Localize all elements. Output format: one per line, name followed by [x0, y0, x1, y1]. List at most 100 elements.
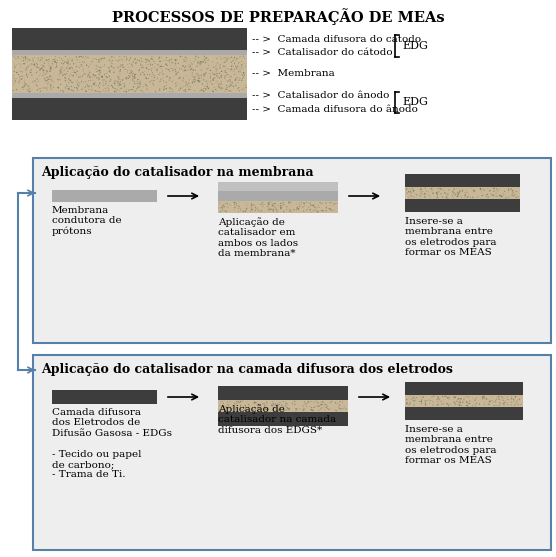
- Point: [189, 72, 198, 81]
- Point: [73, 76, 82, 85]
- Point: [120, 79, 128, 88]
- Point: [236, 204, 245, 213]
- Point: [204, 61, 213, 70]
- Point: [261, 405, 270, 414]
- Point: [134, 82, 143, 91]
- Point: [440, 188, 449, 197]
- Point: [507, 392, 516, 401]
- Point: [256, 200, 265, 209]
- Point: [203, 77, 212, 86]
- Point: [72, 55, 81, 64]
- Point: [220, 202, 229, 211]
- Point: [196, 59, 205, 68]
- Point: [292, 206, 301, 214]
- Point: [215, 405, 224, 414]
- Point: [175, 74, 183, 83]
- Point: [500, 400, 509, 409]
- Point: [230, 70, 239, 79]
- Point: [66, 69, 75, 78]
- Point: [33, 61, 42, 70]
- Point: [195, 87, 204, 96]
- Point: [196, 57, 205, 66]
- Point: [118, 60, 127, 69]
- Point: [155, 77, 164, 86]
- Point: [28, 60, 37, 69]
- Point: [122, 55, 131, 64]
- Point: [9, 77, 18, 86]
- Bar: [12, 55, 247, 93]
- Point: [222, 81, 231, 90]
- Point: [237, 57, 246, 66]
- Point: [143, 70, 152, 79]
- Point: [444, 189, 453, 198]
- Point: [87, 57, 96, 66]
- Point: [97, 63, 106, 72]
- Point: [167, 58, 176, 67]
- Point: [463, 402, 472, 411]
- Point: [82, 61, 91, 70]
- Point: [19, 85, 28, 94]
- Point: [140, 70, 149, 79]
- Point: [105, 63, 113, 72]
- Point: [105, 77, 114, 86]
- Point: [478, 185, 486, 194]
- Point: [136, 61, 145, 70]
- Point: [309, 201, 318, 210]
- Point: [225, 201, 234, 209]
- Point: [325, 398, 334, 407]
- Point: [167, 64, 176, 73]
- Point: [105, 67, 113, 76]
- Point: [449, 189, 458, 198]
- Point: [216, 199, 225, 208]
- Point: [125, 56, 134, 65]
- Point: [38, 86, 47, 95]
- Point: [412, 393, 421, 402]
- Point: [199, 70, 208, 79]
- Point: [492, 401, 501, 410]
- Point: [217, 71, 226, 80]
- Point: [191, 66, 200, 75]
- Point: [122, 73, 131, 82]
- Point: [131, 72, 140, 81]
- Point: [138, 68, 147, 77]
- Point: [242, 204, 251, 213]
- Point: [197, 74, 206, 82]
- Point: [215, 69, 224, 78]
- Point: [185, 63, 194, 72]
- Point: [220, 58, 229, 67]
- Point: [235, 202, 244, 211]
- Point: [201, 85, 210, 94]
- Point: [101, 76, 110, 85]
- Point: [95, 66, 104, 75]
- Point: [454, 398, 463, 407]
- Point: [237, 85, 246, 94]
- Point: [197, 57, 206, 66]
- Point: [171, 65, 180, 74]
- Point: [114, 56, 123, 65]
- Point: [211, 70, 220, 79]
- Point: [64, 85, 73, 94]
- Point: [15, 77, 24, 86]
- Point: [187, 63, 196, 72]
- Point: [116, 80, 125, 89]
- Point: [24, 55, 33, 63]
- Point: [172, 70, 181, 79]
- Point: [206, 66, 215, 75]
- Point: [216, 54, 225, 63]
- Point: [493, 185, 502, 194]
- Point: [130, 77, 138, 86]
- Point: [444, 393, 453, 402]
- Point: [9, 81, 18, 90]
- Point: [120, 82, 128, 91]
- Point: [226, 72, 235, 81]
- Point: [462, 401, 471, 410]
- Point: [302, 198, 311, 207]
- Point: [221, 68, 230, 77]
- Point: [250, 399, 259, 408]
- Point: [235, 83, 244, 92]
- Point: [485, 186, 494, 195]
- Point: [333, 399, 342, 408]
- Point: [299, 402, 307, 411]
- Point: [157, 75, 166, 84]
- Point: [183, 82, 192, 91]
